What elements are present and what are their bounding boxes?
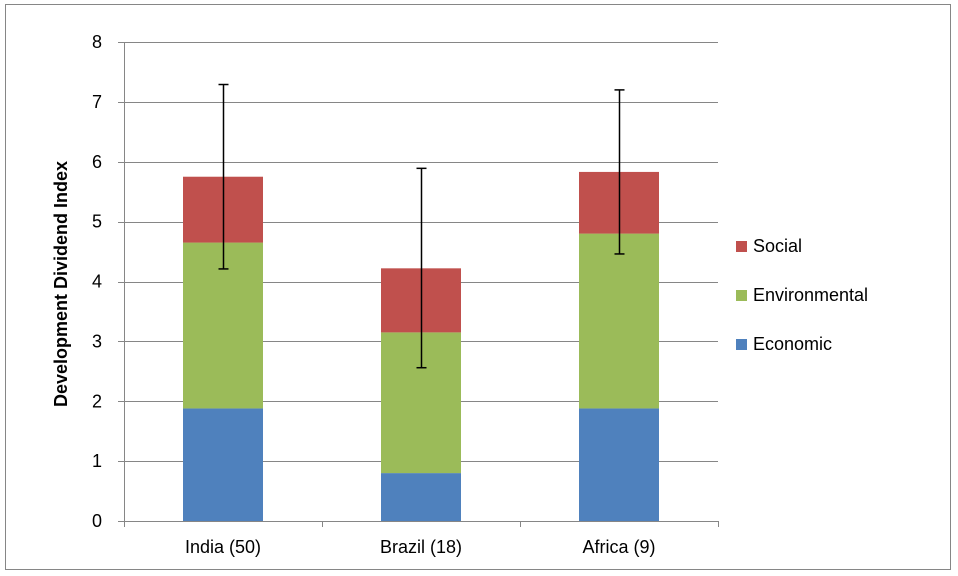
x-tick-label-brazil-18: Brazil (18) [380, 537, 462, 557]
y-tick-label: 7 [92, 92, 102, 112]
legend: Social Environmental Economic [736, 236, 868, 354]
legend-item-social: Social [736, 236, 802, 256]
y-tick-labels: 0 1 2 3 4 5 6 7 8 [92, 32, 102, 531]
legend-label: Economic [753, 334, 832, 354]
bar-environmental-africa-9 [579, 233, 659, 409]
bars [183, 171, 659, 521]
legend-swatch [736, 290, 747, 301]
y-tick-label: 2 [92, 391, 102, 411]
y-tick-label: 1 [92, 451, 102, 471]
legend-item-economic: Economic [736, 334, 832, 354]
legend-swatch [736, 339, 747, 350]
y-tick-label: 8 [92, 32, 102, 52]
error-bar-india-50 [218, 83, 229, 270]
axes [118, 42, 719, 527]
legend-item-environmental: Environmental [736, 285, 868, 305]
y-axis-title: Development Dividend Index [51, 161, 71, 407]
bar-economic-india-50 [183, 408, 263, 521]
chart-svg: 0 1 2 3 4 5 6 7 8 India (50) Brazil (18) Africa (9… [51, 32, 868, 557]
error-bar-africa-9 [614, 89, 625, 255]
legend-swatch [736, 241, 747, 252]
y-tick-label: 6 [92, 152, 102, 172]
x-tick-labels: India (50) Brazil (18) Africa (9) [185, 537, 656, 557]
chart-frame: 0 1 2 3 4 5 6 7 8 India (50) Brazil (18) Africa (9… [5, 4, 951, 570]
x-tick-label-india-50: India (50) [185, 537, 261, 557]
y-tick-label: 0 [92, 511, 102, 531]
legend-label: Environmental [753, 285, 868, 305]
legend-label: Social [753, 236, 802, 256]
y-tick-label: 4 [92, 272, 102, 292]
bar-economic-brazil-18 [381, 473, 461, 521]
x-tick-label-africa-9: Africa (9) [582, 537, 655, 557]
bar-economic-africa-9 [579, 408, 659, 521]
error-bars [218, 83, 625, 369]
y-tick-label: 3 [92, 331, 102, 351]
bar-environmental-india-50 [183, 242, 263, 409]
y-tick-label: 5 [92, 212, 102, 232]
error-bar-brazil-18 [416, 167, 427, 369]
